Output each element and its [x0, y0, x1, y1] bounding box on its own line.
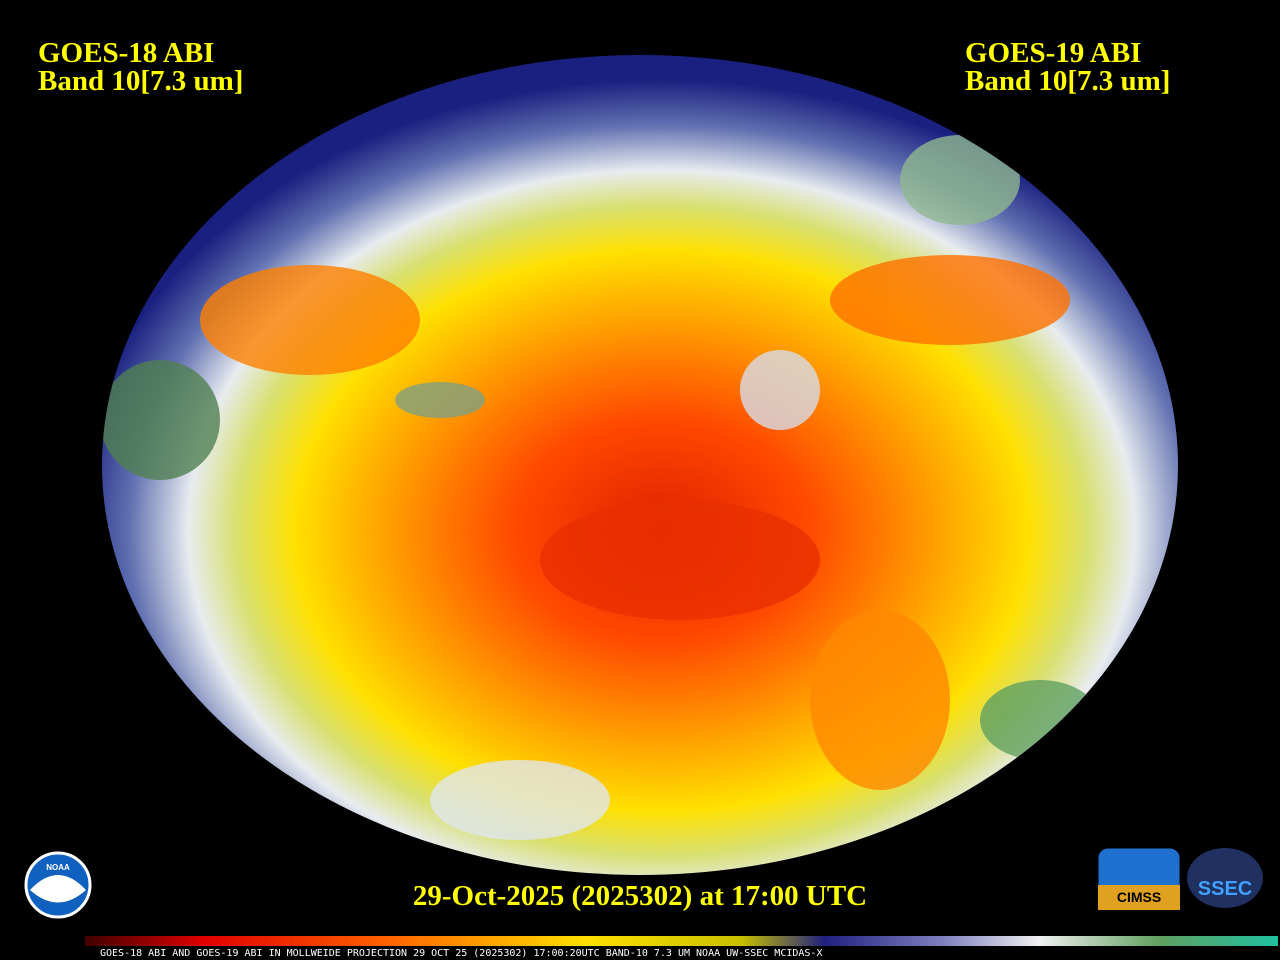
noaa-logo: NOAA	[24, 851, 92, 919]
cloud-features	[102, 135, 1100, 840]
cimss-text: CIMSS	[1117, 889, 1161, 905]
left-title: GOES-18 ABI	[38, 37, 214, 69]
ssec-text: SSEC	[1198, 878, 1252, 900]
caption: GOES-18 ABI AND GOES-19 ABI IN MOLLWEIDE…	[100, 948, 822, 959]
timestamp: 29-Oct-2025 (2025302) at 17:00 UTC	[413, 880, 867, 912]
color-bar	[85, 936, 1278, 946]
ssec-logo: SSEC	[1187, 848, 1263, 908]
cimss-logo: CIMSS	[1097, 847, 1181, 911]
right-title: GOES-19 ABI	[965, 37, 1141, 69]
noaa-text: NOAA	[46, 863, 70, 872]
left-band: Band 10[7.3 um]	[38, 65, 243, 97]
right-band: Band 10[7.3 um]	[965, 65, 1170, 97]
